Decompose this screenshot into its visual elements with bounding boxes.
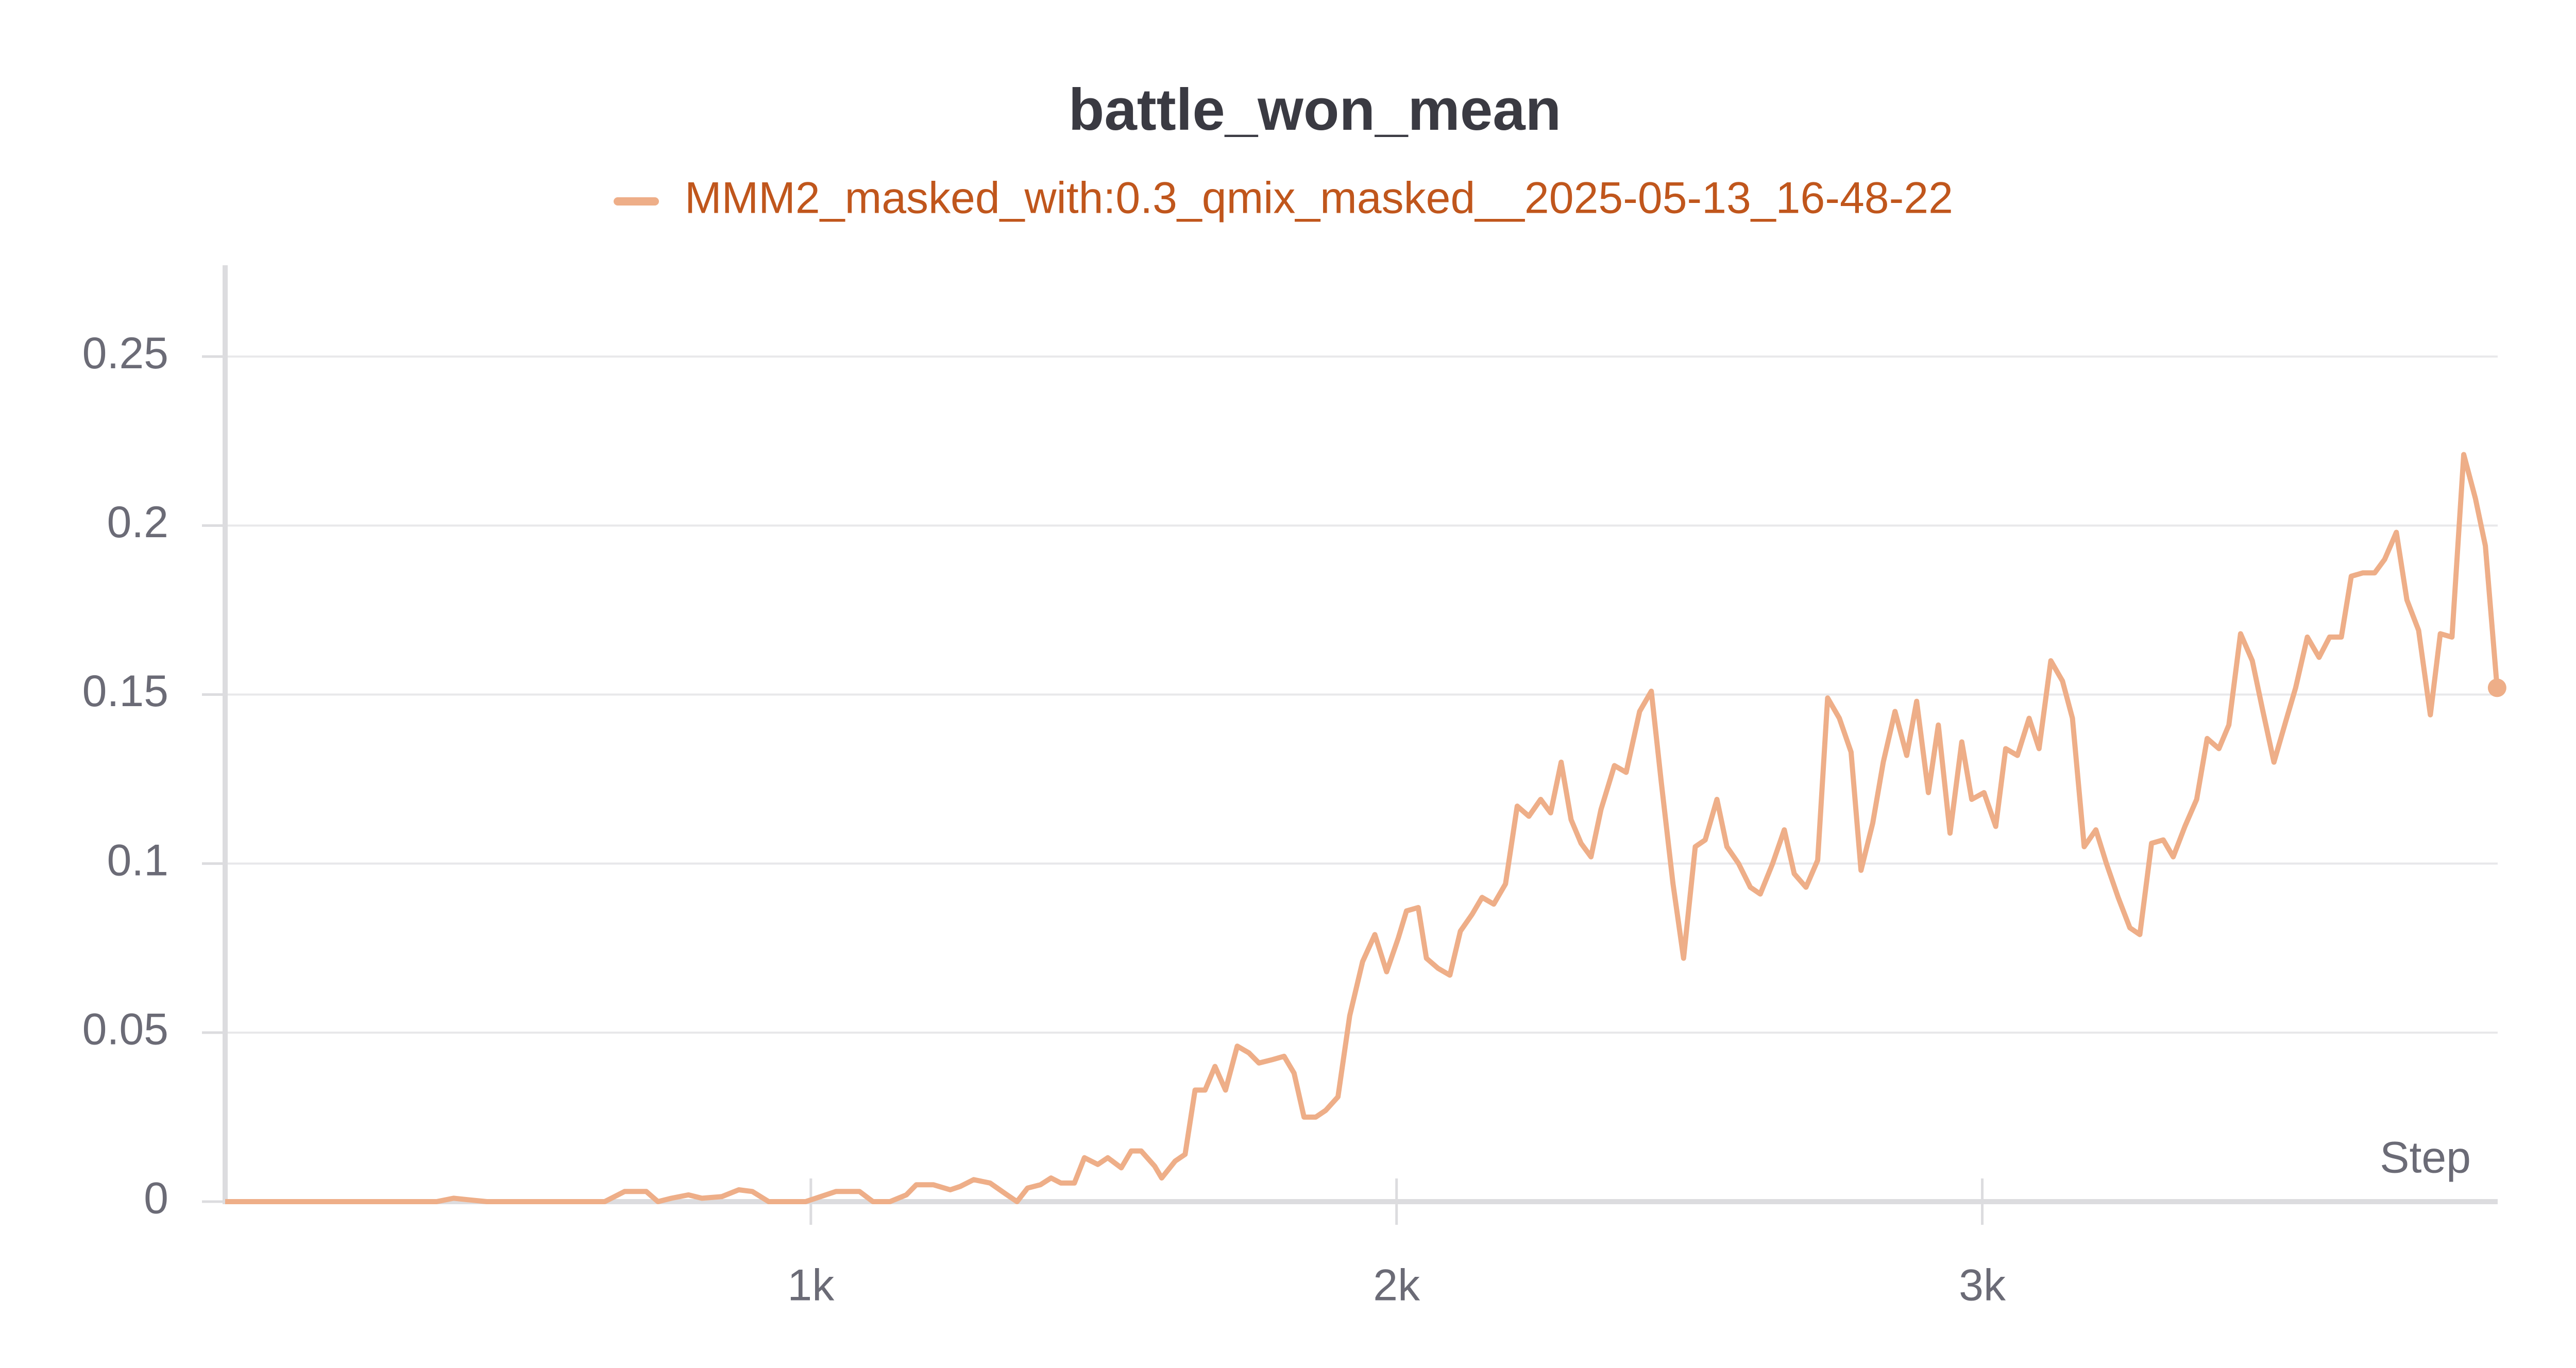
x-tick-label: 3k (1959, 1261, 2006, 1310)
y-tick-label: 0.15 (82, 666, 168, 716)
x-axis-label: Step (2380, 1133, 2471, 1183)
y-tick-label: 0.25 (82, 329, 168, 378)
chart-title: battle_won_mean (1069, 77, 1562, 143)
y-tick-label: 0.05 (82, 1005, 168, 1054)
x-tick-label: 1k (787, 1261, 835, 1310)
data-line (225, 452, 2500, 1204)
end-point (2487, 678, 2506, 697)
x-tick-label: 2k (1373, 1261, 1420, 1310)
y-tick-label: 0.2 (107, 498, 168, 547)
y-tick-label: 0 (144, 1174, 168, 1223)
y-tick-label: 0.1 (107, 835, 168, 885)
legend-label: MMM2_masked_with:0.3_qmix_masked__2025-0… (685, 174, 1953, 223)
